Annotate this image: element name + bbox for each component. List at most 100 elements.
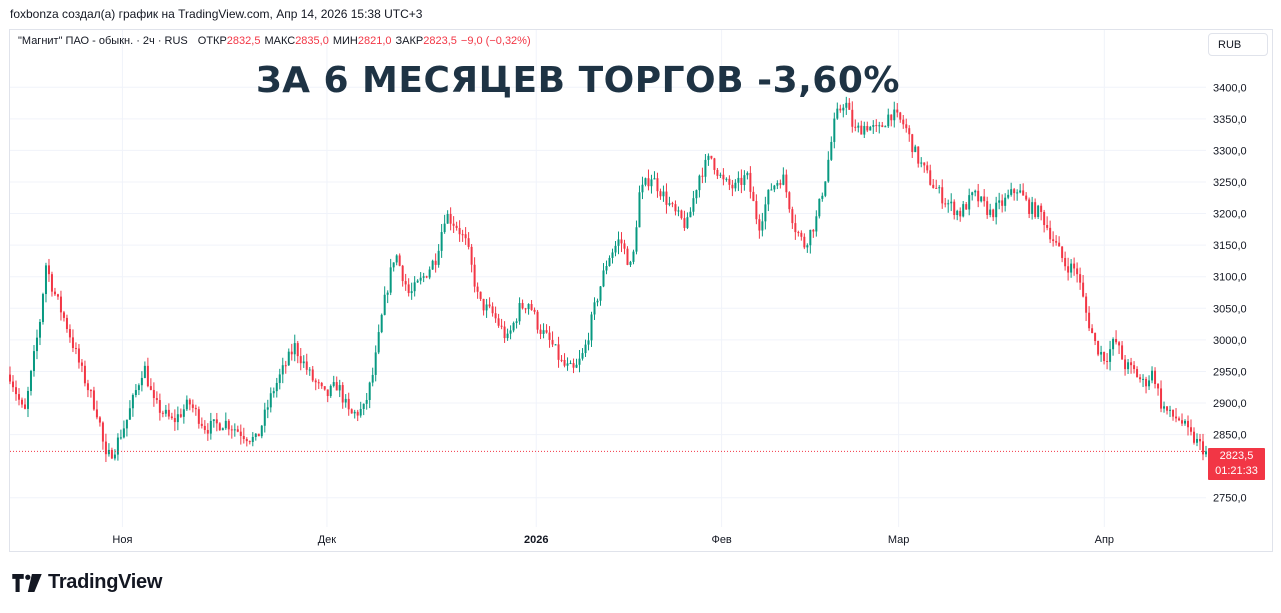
symbol-legend[interactable]: "Магнит" ПАО - обыкн. · 2ч · RUS ОТКР 283… (18, 35, 531, 47)
candle (344, 394, 347, 408)
candle (188, 398, 191, 411)
candle (623, 239, 626, 255)
candle (701, 167, 704, 184)
candle (527, 303, 530, 315)
symbol-name[interactable]: "Магнит" ПАО - обыкн. · 2ч · RUS (18, 35, 188, 47)
candle (566, 357, 569, 371)
candle (323, 386, 326, 391)
grid-lines (10, 30, 1206, 527)
candle (329, 384, 332, 398)
candle (404, 273, 407, 291)
candle (887, 108, 890, 129)
candle (716, 167, 719, 180)
candle (230, 425, 233, 439)
candle (1007, 189, 1010, 200)
candle (608, 255, 611, 267)
candle (737, 171, 740, 192)
candle (872, 120, 875, 134)
candle (455, 221, 458, 231)
candle (413, 276, 416, 297)
candle (1193, 427, 1196, 445)
candle (1175, 408, 1178, 423)
candle (617, 231, 620, 255)
candle (749, 166, 752, 199)
candle (920, 157, 923, 168)
bar-countdown: 01:21:33 (1215, 465, 1258, 477)
candle (728, 175, 731, 191)
candle (338, 379, 341, 398)
candle (791, 206, 794, 229)
candle (437, 244, 440, 268)
candle (704, 154, 707, 183)
candle (23, 398, 26, 410)
candle (488, 297, 491, 309)
candle (1166, 406, 1169, 415)
candle (248, 440, 251, 445)
candle (764, 196, 767, 230)
candle (962, 200, 965, 218)
candle (383, 286, 386, 316)
candle (1196, 433, 1199, 447)
candle (863, 121, 866, 138)
candle (1016, 189, 1019, 201)
candle (686, 212, 689, 230)
candle (464, 227, 467, 245)
open-value: 2832,5 (226, 35, 261, 47)
candle (848, 98, 851, 110)
low-label: МИН (332, 35, 358, 47)
candle (599, 285, 602, 306)
candle (197, 406, 200, 429)
candle (521, 299, 524, 310)
candle (512, 321, 515, 333)
candle (1157, 383, 1160, 396)
candle (1190, 419, 1193, 436)
candle (917, 146, 920, 168)
y-tick-label: 3400,0 (1213, 82, 1247, 94)
x-tick-label: Ноя (112, 534, 132, 546)
candle (620, 232, 623, 253)
chart-overlay-title: ЗА 6 МЕСЯЦЕВ ТОРГОВ -3,60% (256, 60, 900, 101)
candle (239, 424, 242, 445)
candle (1031, 196, 1034, 220)
candle (1178, 416, 1181, 422)
candle (470, 244, 473, 273)
candle (1136, 366, 1139, 378)
candle (113, 449, 116, 461)
candle (1184, 419, 1187, 426)
candle (416, 279, 419, 283)
candle (119, 429, 122, 440)
change-value: −9,0 (−0,32%) (460, 35, 531, 47)
candle (671, 201, 674, 208)
candle (53, 287, 56, 296)
candle (662, 185, 665, 202)
candle (1040, 203, 1043, 221)
candle (485, 298, 488, 318)
y-tick-label: 3300,0 (1213, 145, 1247, 157)
chart-frame (9, 29, 1273, 552)
candle (398, 253, 401, 267)
candle (677, 206, 680, 217)
candle (932, 179, 935, 189)
candle (65, 314, 68, 333)
candle (29, 369, 32, 396)
candle (524, 307, 527, 314)
candle (1142, 374, 1145, 388)
candle (1172, 409, 1175, 421)
candle (1067, 257, 1070, 281)
x-tick-label: Фев (711, 534, 731, 546)
tradingview-logo[interactable]: TradingView (12, 571, 162, 594)
candle (830, 136, 833, 161)
currency-button[interactable]: RUB (1208, 33, 1268, 56)
candle (446, 210, 449, 224)
candle (491, 302, 494, 317)
y-tick-label: 3350,0 (1213, 114, 1247, 126)
candle (611, 248, 614, 264)
candle (794, 214, 797, 240)
candle (593, 297, 596, 320)
candle (779, 179, 782, 189)
candle (224, 412, 227, 430)
candle (473, 257, 476, 293)
candle (578, 349, 581, 373)
candle (1043, 209, 1046, 233)
